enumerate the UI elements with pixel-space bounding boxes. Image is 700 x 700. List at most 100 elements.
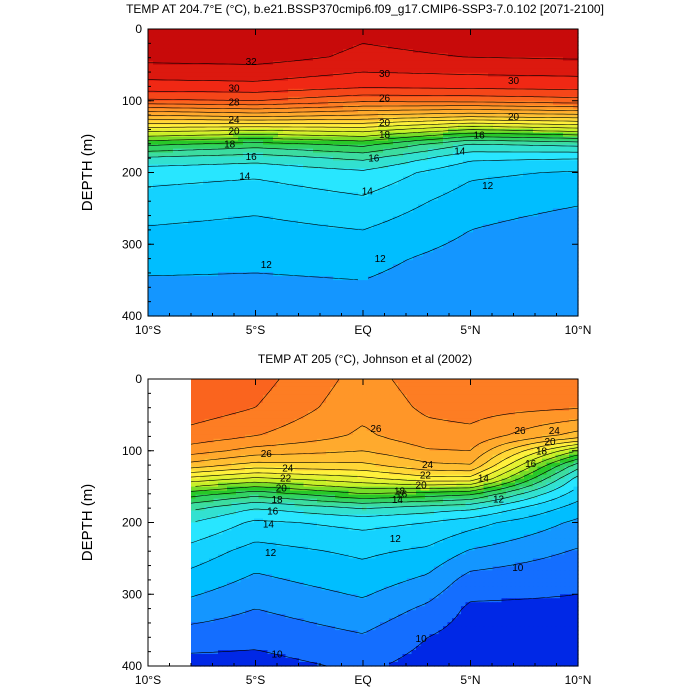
temperature-cell <box>343 248 349 253</box>
temperature-cell <box>513 76 519 82</box>
temperature-cell <box>193 200 199 205</box>
temperature-cell <box>418 176 424 182</box>
temperature-cell <box>338 196 344 202</box>
temperature-cell <box>318 112 324 118</box>
temperature-cell <box>163 168 169 174</box>
temperature-cell <box>573 68 579 74</box>
temperature-cell <box>273 80 279 86</box>
temperature-cell <box>528 52 534 58</box>
temperature-cell <box>533 68 539 74</box>
temperature-cell <box>358 144 364 150</box>
temperature-cell <box>248 228 254 233</box>
temperature-cell <box>193 152 199 158</box>
temperature-cell <box>543 156 549 162</box>
temperature-cell <box>253 68 259 74</box>
temperature-cell <box>173 180 179 186</box>
temperature-cell <box>538 176 544 182</box>
temperature-cell <box>263 188 269 194</box>
temperature-cell <box>513 100 519 106</box>
temperature-cell <box>518 48 524 54</box>
temperature-cell <box>228 228 234 233</box>
temperature-cell <box>198 56 204 62</box>
temperature-cell <box>258 208 264 213</box>
temperature-cell <box>203 29 209 34</box>
temperature-cell <box>463 40 469 46</box>
temperature-cell <box>163 140 169 146</box>
temperature-cell <box>548 40 554 46</box>
temperature-cell <box>403 176 409 182</box>
temperature-cell <box>203 36 209 42</box>
temperature-cell <box>488 204 494 209</box>
temperature-cell <box>168 220 174 225</box>
temperature-cell <box>563 108 569 114</box>
temperature-cell <box>158 220 164 225</box>
temperature-cell <box>468 52 474 58</box>
temperature-cell <box>488 48 494 54</box>
temperature-cell <box>178 88 184 94</box>
temperature-cell <box>543 196 549 202</box>
temperature-cell <box>173 116 179 122</box>
temperature-cell <box>508 116 514 122</box>
temperature-cell <box>198 160 204 166</box>
temperature-cell <box>428 40 434 46</box>
temperature-cell <box>363 40 369 46</box>
temperature-cell <box>518 116 524 122</box>
temperature-cell <box>238 148 244 154</box>
temperature-cell <box>543 124 549 130</box>
temperature-cell <box>548 64 554 70</box>
temperature-cell <box>313 36 319 42</box>
temperature-cell <box>333 64 339 70</box>
temperature-cell <box>228 168 234 174</box>
temperature-cell <box>263 60 269 66</box>
temperature-cell <box>488 256 494 261</box>
temperature-cell <box>418 200 424 205</box>
temperature-cell <box>203 248 209 253</box>
temperature-cell <box>513 132 519 138</box>
temperature-cell <box>508 196 514 202</box>
temperature-cell <box>318 64 324 70</box>
temperature-cell <box>318 40 324 46</box>
temperature-cell <box>343 84 349 90</box>
temperature-cell <box>553 148 559 154</box>
temperature-cell <box>528 48 534 54</box>
temperature-cell <box>373 72 379 78</box>
temperature-cell <box>278 36 284 42</box>
temperature-cell <box>298 136 304 142</box>
temperature-cell <box>293 180 299 186</box>
temperature-cell <box>258 148 264 154</box>
temperature-cell <box>528 248 534 253</box>
temperature-cell <box>458 148 464 154</box>
temperature-cell <box>263 84 269 90</box>
temperature-cell <box>198 168 204 174</box>
temperature-cell <box>313 212 319 217</box>
temperature-cell <box>353 224 359 229</box>
temperature-cell <box>483 100 489 106</box>
temperature-cell <box>213 188 219 194</box>
temperature-cell <box>558 256 564 261</box>
temperature-cell <box>283 44 289 50</box>
temperature-cell <box>328 44 334 50</box>
temperature-cell <box>398 60 404 66</box>
temperature-cell <box>528 116 534 122</box>
temperature-cell <box>168 196 174 202</box>
temperature-cell <box>528 216 534 221</box>
temperature-cell <box>523 216 529 221</box>
temperature-cell <box>453 156 459 162</box>
temperature-cell <box>508 64 514 70</box>
temperature-cell <box>173 152 179 158</box>
temperature-cell <box>308 96 314 102</box>
temperature-cell <box>548 252 554 257</box>
temperature-cell <box>503 32 509 38</box>
temperature-cell <box>558 84 564 90</box>
temperature-cell <box>443 100 449 106</box>
temperature-cell <box>213 192 219 198</box>
temperature-cell <box>563 236 569 241</box>
temperature-cell <box>243 144 249 150</box>
temperature-cell <box>493 224 499 229</box>
temperature-cell <box>158 252 164 257</box>
temperature-cell <box>168 184 174 190</box>
temperature-cell <box>303 196 309 202</box>
temperature-cell <box>358 208 364 213</box>
temperature-cell <box>348 72 354 78</box>
temperature-cell <box>238 120 244 126</box>
